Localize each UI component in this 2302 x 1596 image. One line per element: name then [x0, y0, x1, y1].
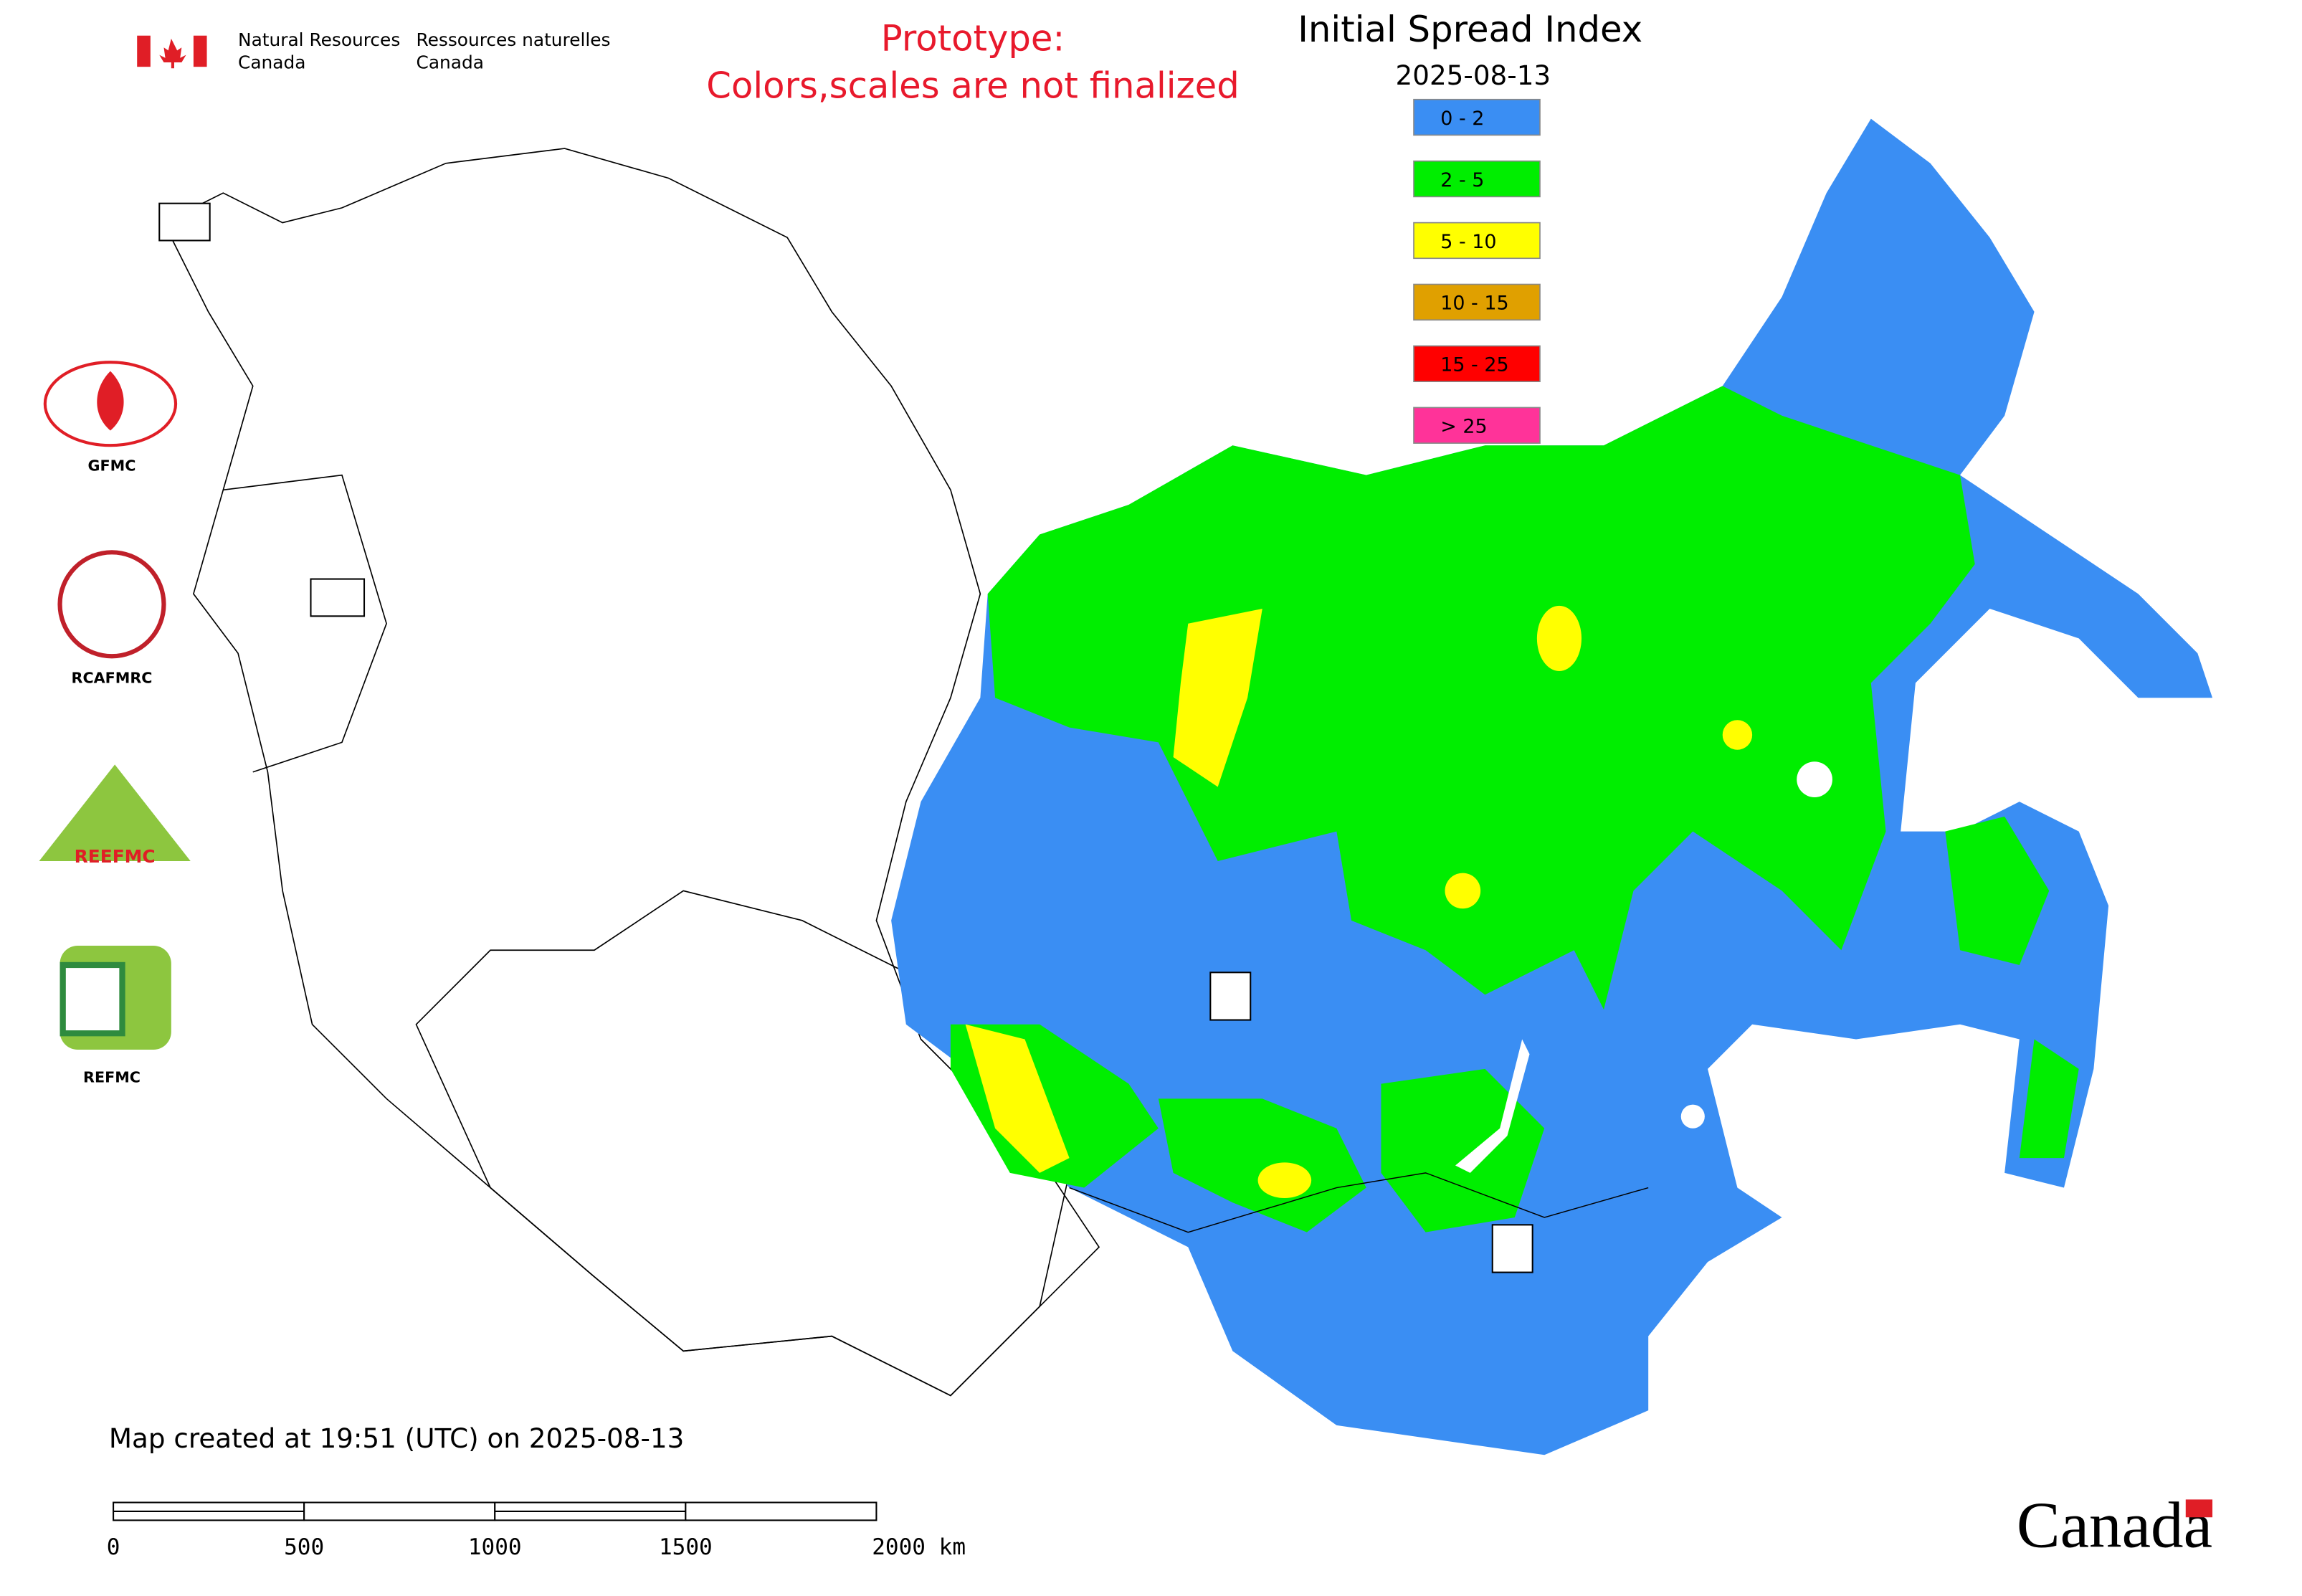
- logo-label: REEFMC: [75, 846, 156, 867]
- legend-swatch: [1413, 407, 1541, 444]
- legend-label: > 25: [1440, 416, 1487, 438]
- legend-label: 0 - 2: [1440, 108, 1484, 130]
- logo-label: RCAFMRC: [72, 670, 153, 687]
- legend-swatch: [1413, 98, 1541, 136]
- agency-fr: Canada: [417, 52, 484, 72]
- wordmark: Canada: [2017, 1489, 2212, 1562]
- agency-fr: Ressources naturelles: [417, 29, 611, 50]
- gc-signature: Natural Resources Canada Ressources natu…: [137, 29, 611, 72]
- legend-label: 2 - 5: [1440, 169, 1484, 191]
- map-title: Initial Spread Index: [1298, 9, 1642, 50]
- legend-label: 10 - 15: [1440, 293, 1508, 315]
- legend-swatch: [1413, 345, 1541, 382]
- logo-label: GFMC: [88, 457, 136, 474]
- logo-label: REFMC: [83, 1069, 141, 1086]
- notice: Prototype:: [881, 17, 1065, 59]
- legend-label: 15 - 25: [1440, 354, 1508, 376]
- scale-label: 1000: [468, 1534, 522, 1560]
- notice: Colors,scales are not finalized: [706, 65, 1239, 107]
- legend-swatch: [1413, 283, 1541, 321]
- legend-swatch: [1413, 160, 1541, 198]
- scale-label: 500: [284, 1534, 324, 1560]
- map-date: 2025-08-13: [1396, 60, 1551, 91]
- legend-swatch: [1413, 222, 1541, 260]
- agency-en: Canada: [238, 52, 305, 72]
- logo-column: GFMC RCAFMRC REEFMC REFMC: [39, 202, 1533, 1273]
- scale-label: 2000 km: [872, 1534, 966, 1560]
- scale-label: 0: [107, 1534, 120, 1560]
- wordmark-flag: [2185, 1499, 2213, 1518]
- index-shading: [891, 118, 2213, 1455]
- scale-segment: [685, 1501, 877, 1521]
- scale-label: 1500: [659, 1534, 713, 1560]
- scale-bar: 0 500 1000 1500 2000 km: [107, 1501, 966, 1560]
- footnote: Map created at 19:51 (UTC) on 2025-08-13: [109, 1422, 684, 1454]
- agency-en: Natural Resources: [238, 29, 400, 50]
- legend-label: 5 - 10: [1440, 231, 1496, 253]
- scale-segment: [303, 1501, 496, 1521]
